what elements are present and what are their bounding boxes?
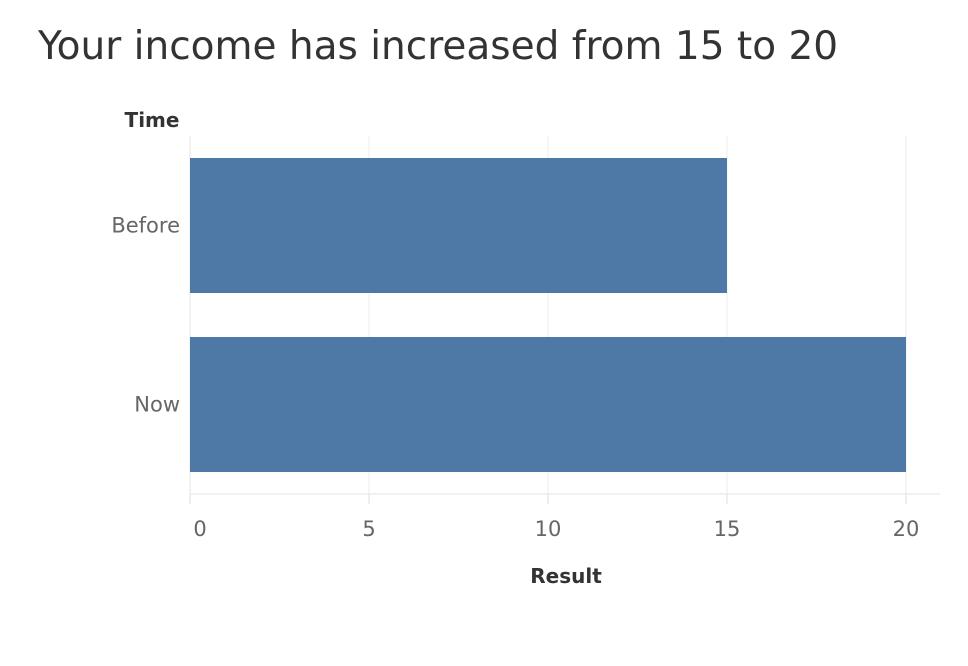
x-tick-labels: 0 5 10 15 20 xyxy=(189,494,920,541)
x-tick-label-0: 0 xyxy=(193,517,206,541)
category-label-before: Before xyxy=(111,214,180,238)
chart-title: Your income has increased from 15 to 20 xyxy=(38,24,839,69)
x-axis-title: Result xyxy=(530,564,602,588)
x-tick-label-2: 10 xyxy=(535,517,562,541)
y-axis-title: Time xyxy=(125,108,180,132)
bar-before xyxy=(190,158,727,293)
x-tick-label-4: 20 xyxy=(893,517,920,541)
bars xyxy=(190,158,906,472)
bar-now xyxy=(190,337,906,472)
category-label-now: Now xyxy=(134,393,180,417)
category-labels: Before Now xyxy=(111,214,180,417)
x-tick-label-3: 15 xyxy=(714,517,741,541)
x-tick-label-1: 5 xyxy=(362,517,375,541)
